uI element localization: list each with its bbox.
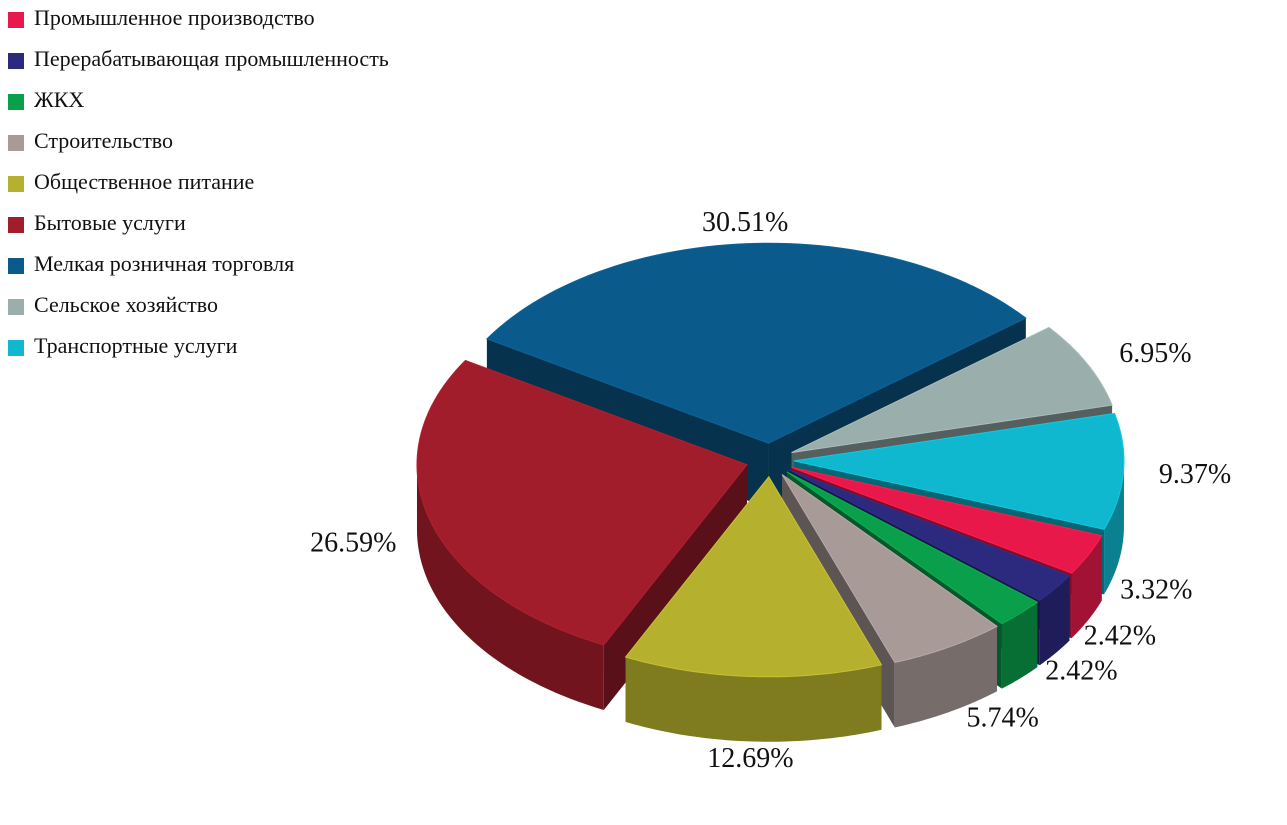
- data-label: 30.51%: [702, 207, 788, 238]
- legend-label: ЖКХ: [34, 87, 84, 112]
- legend-swatch: [8, 258, 24, 274]
- slice: [624, 475, 883, 678]
- data-label: 3.32%: [1120, 574, 1192, 605]
- legend-swatch: [8, 176, 24, 192]
- legend-label: Перерабатывающая промышленность: [34, 46, 389, 71]
- slice: [786, 471, 1039, 625]
- slice-side: [1104, 460, 1124, 595]
- data-label: 2.42%: [1084, 621, 1156, 652]
- slice-tops: [416, 242, 1125, 678]
- legend-label: Мелкая розничная торговля: [34, 251, 294, 276]
- legend-swatch: [8, 340, 24, 356]
- data-label: 6.95%: [1119, 338, 1191, 369]
- slice-side: [894, 626, 997, 728]
- legend-swatch: [8, 217, 24, 233]
- slice: [485, 242, 1027, 444]
- slice: [791, 326, 1113, 454]
- legend-swatch: [8, 135, 24, 151]
- data-label: 2.42%: [1045, 655, 1117, 686]
- legend-label: Бытовые услуги: [34, 210, 186, 235]
- legend-label: Общественное питание: [34, 169, 254, 194]
- slice-side: [1071, 535, 1102, 639]
- data-label: 12.69%: [707, 743, 793, 774]
- slice: [793, 412, 1125, 530]
- data-label: 5.74%: [966, 702, 1038, 733]
- slice-side: [416, 464, 604, 710]
- slice-side: [1001, 602, 1038, 689]
- legend-swatch: [8, 12, 24, 28]
- data-label: 9.37%: [1159, 459, 1231, 490]
- legend-swatch: [8, 299, 24, 315]
- legend-label: Строительство: [34, 128, 173, 153]
- slice-side: [625, 656, 882, 742]
- legend-label: Транспортные услуги: [34, 333, 238, 358]
- slice: [791, 466, 1103, 574]
- legend-swatch: [8, 53, 24, 69]
- slice: [789, 469, 1071, 601]
- legend-label: Промышленное производство: [34, 5, 315, 30]
- legend-label: Сельское хозяйство: [34, 292, 218, 317]
- data-label: 26.59%: [310, 528, 396, 559]
- slice: [416, 359, 748, 646]
- legend-swatch: [8, 94, 24, 110]
- slice-side: [1039, 575, 1070, 666]
- slice: [781, 474, 998, 664]
